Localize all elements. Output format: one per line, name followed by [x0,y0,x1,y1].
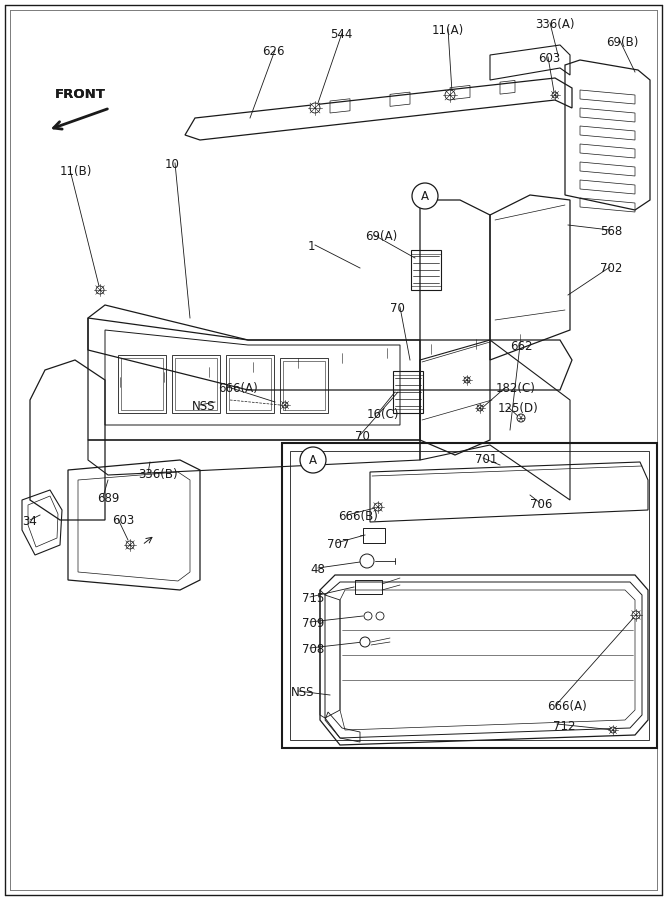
Text: 1: 1 [308,240,315,253]
Circle shape [310,103,320,113]
Circle shape [445,90,455,100]
Text: 70: 70 [355,430,370,443]
Text: 666(A): 666(A) [218,382,257,395]
Text: 69(A): 69(A) [365,230,398,243]
Text: 662: 662 [510,340,532,353]
Text: 70: 70 [390,302,405,315]
Circle shape [282,402,288,408]
Circle shape [632,611,640,619]
Text: 125(D): 125(D) [498,402,539,415]
Text: 603: 603 [112,514,134,527]
Text: 48: 48 [310,563,325,576]
Text: 709: 709 [302,617,324,630]
Text: 707: 707 [327,538,350,551]
Circle shape [96,286,104,294]
Text: 10: 10 [165,158,180,171]
Text: 701: 701 [475,453,498,466]
Text: A: A [309,454,317,466]
Text: 712: 712 [553,720,576,733]
Circle shape [300,447,326,473]
Circle shape [364,612,372,620]
Text: 706: 706 [530,498,552,511]
Text: 702: 702 [600,262,622,275]
Circle shape [360,637,370,647]
Circle shape [374,503,382,511]
Text: 336(B): 336(B) [138,468,177,481]
Circle shape [376,612,384,620]
Text: FRONT: FRONT [55,88,106,101]
Text: 182(C): 182(C) [496,382,536,395]
Circle shape [126,541,134,549]
Circle shape [412,183,438,209]
Text: 16(C): 16(C) [367,408,400,421]
Text: 568: 568 [600,225,622,238]
Text: NSS: NSS [192,400,215,413]
Circle shape [552,92,558,98]
Text: 69(B): 69(B) [606,36,638,49]
Text: 708: 708 [302,643,324,656]
Text: 666(A): 666(A) [547,700,587,713]
Circle shape [477,405,483,411]
Text: 544: 544 [330,28,352,41]
Text: 715: 715 [302,592,324,605]
Text: 11(B): 11(B) [60,165,92,178]
Text: 689: 689 [97,492,119,505]
Text: NSS: NSS [291,686,315,699]
Circle shape [360,554,374,568]
Text: 336(A): 336(A) [535,18,574,31]
Text: 666(B): 666(B) [338,510,378,523]
Circle shape [610,727,616,733]
Text: A: A [421,190,429,203]
Text: 603: 603 [538,52,560,65]
Circle shape [517,414,525,422]
Text: FRONT: FRONT [55,88,106,101]
Text: 626: 626 [262,45,285,58]
Text: 11(A): 11(A) [432,24,464,37]
Circle shape [464,377,470,383]
Text: 34: 34 [22,515,37,528]
